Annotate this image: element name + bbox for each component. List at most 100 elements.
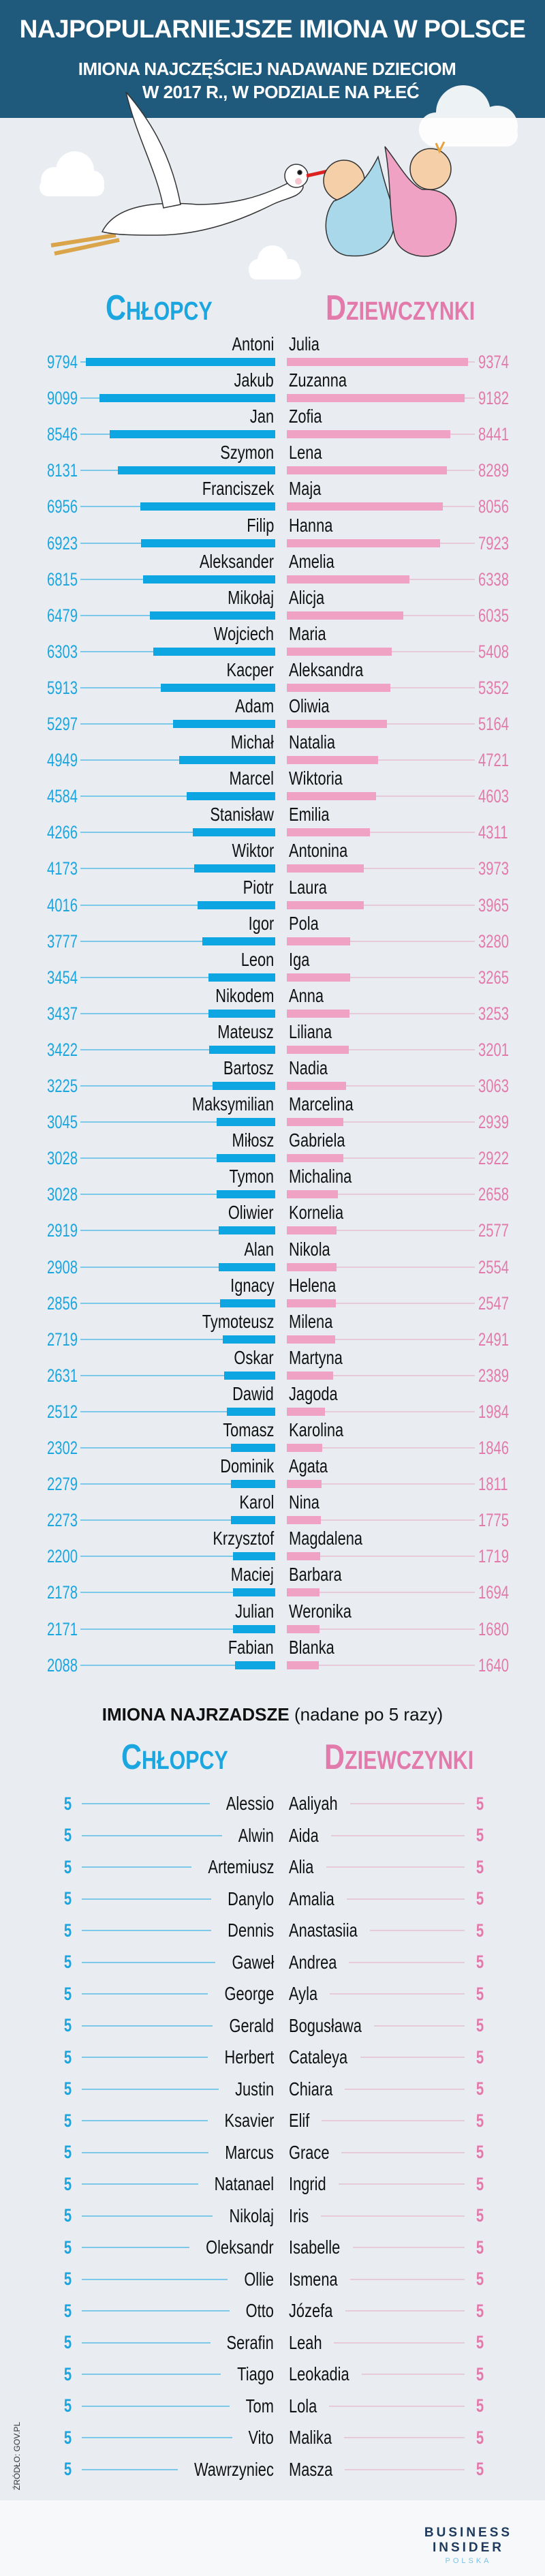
girl-name-label: Maja <box>289 479 330 499</box>
girl-leader-line <box>343 1121 475 1123</box>
girl-leader-line <box>319 1628 475 1630</box>
girl-bar <box>287 575 409 584</box>
boy-leader-line <box>80 1230 219 1232</box>
girl-count-value: 3201 <box>478 1039 510 1060</box>
girl-count: 5 <box>473 2301 485 2322</box>
girl-leader-line <box>386 723 475 725</box>
girl-name-label: Milena <box>289 1311 345 1332</box>
boy-name-label: Tiago <box>237 2363 274 2385</box>
girl-count: 3265 <box>478 968 519 987</box>
girl-count-value: 6035 <box>478 605 510 626</box>
table-row: Julian Weronika 2171 1680 <box>0 1601 545 1639</box>
girl-count-value: 2658 <box>478 1184 510 1205</box>
boy-count-value: 3225 <box>46 1076 78 1096</box>
boy-count: 5297 <box>34 714 78 733</box>
boy-count-value: 3437 <box>46 1003 78 1024</box>
boy-count: 2178 <box>34 1583 78 1602</box>
girl-count: 5408 <box>478 642 519 661</box>
girl-count: 5352 <box>478 678 519 697</box>
table-row: Nikodem Anna 3437 3253 <box>0 985 545 1024</box>
boy-name-text: Tom <box>245 2395 274 2416</box>
girl-count: 2554 <box>478 1258 519 1277</box>
boy-leader-line <box>80 470 119 472</box>
girl-count-value: 5 <box>476 1856 484 1877</box>
girl-name-text: Michalina <box>289 1166 352 1187</box>
girl-leader-line <box>391 650 475 652</box>
list-item: 5 Gaweł Andrea 5 <box>0 1947 545 1978</box>
boy-count-value: 5 <box>63 2269 72 2289</box>
list-item: 5 Natanael Ingrid 5 <box>0 2168 545 2200</box>
girl-name-text: Anastasiia <box>289 1920 358 1941</box>
girl-count-value: 9374 <box>478 352 510 372</box>
girl-bar <box>287 1045 349 1054</box>
girl-leader-line <box>348 1048 475 1050</box>
boy-leader-line <box>80 1012 209 1014</box>
rare-boy: 5 Ollie <box>63 2264 274 2295</box>
boy-name-text: Tymoteusz <box>202 1310 274 1332</box>
boy-count: 5 <box>63 2427 75 2449</box>
table-row: Dawid Jagoda 2512 1984 <box>0 1383 545 1421</box>
boy-name-text: Wojciech <box>213 622 274 644</box>
boy-name-label: Bartosz <box>209 1058 274 1078</box>
girl-name-text: Hanna <box>289 514 333 536</box>
boy-count: 5 <box>63 2269 75 2290</box>
boy-name-label: Miłosz <box>220 1130 274 1151</box>
girl-name-text: Bogusława <box>289 2014 362 2036</box>
girl-name-text: Julia <box>289 333 320 354</box>
girl-name-text: Martyna <box>289 1346 343 1368</box>
list-item: 5 Serafin Leah 5 <box>0 2327 545 2359</box>
boy-count-value: 6923 <box>46 532 78 554</box>
boy-name-text: Antoni <box>232 333 274 354</box>
boy-name-text: Maciej <box>230 1564 274 1586</box>
boy-name-label: Antoni <box>220 334 274 354</box>
boy-name-text: Miłosz <box>232 1130 274 1151</box>
girl-count-value: 1846 <box>478 1438 510 1458</box>
boy-name-label: Wojciech <box>197 622 274 644</box>
list-item: 5 Tom Lola 5 <box>0 2391 545 2422</box>
boy-count-value: 3777 <box>46 930 78 952</box>
boy-bar <box>179 756 275 765</box>
boy-count-value: 5 <box>63 2173 72 2194</box>
boy-leader-line <box>82 2247 190 2248</box>
boy-bar <box>216 1118 275 1127</box>
page-title: NAJPOPULARNIEJSZE IMIONA W POLSCE <box>0 15 545 44</box>
boy-count: 8131 <box>34 461 78 480</box>
boy-name-label: Stanisław <box>192 804 274 825</box>
boy-name-label: Mateusz <box>202 1021 274 1042</box>
rare-boy: 5 Artemiusz <box>63 1851 274 1883</box>
boy-count: 3045 <box>34 1112 78 1132</box>
rare-girl: Isabelle 5 <box>289 2232 485 2263</box>
girl-count-value: 5 <box>476 2078 484 2099</box>
boy-count: 4173 <box>34 859 78 878</box>
girl-count-value: 3063 <box>478 1076 510 1096</box>
boy-name-text: Ollie <box>244 2268 274 2290</box>
boy-count: 8546 <box>34 425 78 444</box>
list-item: 5 Oleksandr Isabelle 5 <box>0 2232 545 2263</box>
boy-leader-line <box>80 1556 233 1558</box>
girl-name-label: Nina <box>289 1492 328 1513</box>
girl-count: 9182 <box>478 389 519 408</box>
girl-bar <box>287 1516 322 1525</box>
girl-bar <box>287 611 404 620</box>
girl-name-label: Michalina <box>289 1166 369 1187</box>
girl-name-label: Grace <box>289 2142 329 2164</box>
girl-count: 2658 <box>478 1185 519 1204</box>
boy-name-label: George <box>224 1983 274 2005</box>
boy-leader-line <box>82 2025 213 2027</box>
girl-count: 5 <box>473 2237 485 2258</box>
rare-boy: 5 Dennis <box>63 1915 274 1946</box>
rare-girl: Ingrid 5 <box>289 2168 485 2200</box>
boy-count-value: 6479 <box>46 605 78 626</box>
boy-name-text: Filip <box>246 514 274 536</box>
girl-name-label: Weronika <box>289 1601 369 1622</box>
girl-name-label: Aida <box>289 1825 319 1847</box>
girl-count-value: 1694 <box>478 1582 510 1603</box>
girl-bar <box>287 1588 320 1597</box>
girl-count-value: 5 <box>476 2395 484 2416</box>
girl-name-label: Nikola <box>289 1239 342 1260</box>
boy-count: 5 <box>63 2142 75 2163</box>
boy-count: 6479 <box>34 606 78 625</box>
girl-count: 8441 <box>478 425 519 444</box>
boy-count: 5 <box>63 2110 75 2132</box>
boy-count-value: 2171 <box>46 1618 78 1639</box>
